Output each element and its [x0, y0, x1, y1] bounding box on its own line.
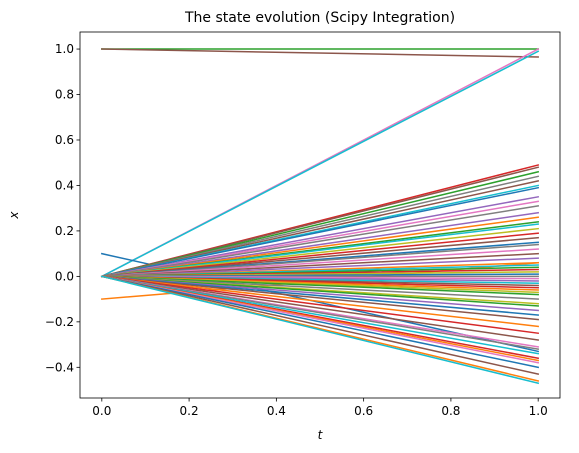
y-axis: −0.4 −0.2 0.0 0.2 0.4 0.6 0.8 1.0 [45, 42, 80, 374]
y-tick-label: 1.0 [55, 42, 74, 56]
series-line-25 [101, 248, 539, 278]
x-tick-label: 0.4 [267, 404, 286, 418]
y-tick-label: 0.2 [55, 224, 74, 238]
y-tick-label: −0.2 [45, 315, 74, 329]
y-tick-label: 0.4 [55, 178, 74, 192]
x-tick-label: 0.0 [92, 404, 111, 418]
series-line-58 [100, 275, 540, 369]
x-tick-label: 0.8 [441, 404, 460, 418]
series-line-59 [100, 275, 540, 376]
x-tick-label: 0.6 [354, 404, 373, 418]
x-axis: 0.0 0.2 0.4 0.6 0.8 1.0 [92, 398, 548, 418]
series-line-3 [100, 50, 540, 278]
series-line-49 [100, 275, 540, 328]
y-tick-label: 0.6 [55, 133, 74, 147]
series-line-51 [100, 275, 540, 341]
series-line-27 [101, 257, 539, 278]
y-tick-label: 0.8 [55, 88, 74, 102]
y-axis-label: x [7, 211, 21, 220]
x-tick-label: 1.0 [529, 404, 548, 418]
series-line-19 [100, 223, 540, 278]
series-line-1 [101, 48, 539, 58]
series-line-50 [100, 275, 540, 335]
series-line-22 [101, 236, 539, 278]
series-line-15 [100, 205, 540, 278]
series-lines [100, 48, 540, 385]
series-line-24 [101, 243, 539, 278]
plot-frame [79, 31, 561, 399]
series-line-43 [101, 275, 539, 300]
y-tick-label: 0.0 [55, 269, 74, 283]
y-tick-label: −0.4 [45, 360, 74, 374]
series-line-46 [101, 275, 539, 312]
series-line-42 [101, 275, 539, 296]
series-line-12 [100, 186, 540, 278]
series-line-26 [101, 252, 539, 278]
series-line-48 [100, 275, 540, 321]
series-line-61 [100, 275, 540, 385]
series-line-21 [100, 232, 540, 278]
chart-title: The state evolution (Scipy Integration) [184, 10, 455, 26]
series-line-45 [101, 275, 539, 307]
series-line-17 [100, 216, 540, 278]
x-axis-label: t [318, 428, 324, 442]
x-tick-label: 0.2 [180, 404, 199, 418]
series-line-20 [100, 227, 540, 278]
series-line-47 [101, 275, 539, 316]
